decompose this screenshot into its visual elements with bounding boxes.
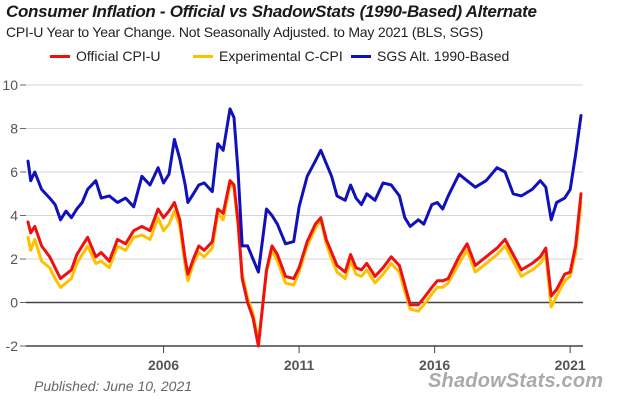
y-axis-ticks: 10 8 6 4 2 0 -2 (2, 77, 26, 354)
y-tick-label: 6 (10, 164, 18, 180)
y-tick-label: 8 (10, 121, 18, 137)
y-tick-label: -2 (6, 338, 19, 354)
legend-swatch-experimental-ccpi (193, 54, 213, 58)
series-line-official-cpi-u (26, 179, 583, 348)
x-tick-label: 2021 (555, 357, 586, 373)
x-tick-label: 2016 (419, 357, 450, 373)
legend-swatch-sgs-alt (351, 54, 371, 58)
series-line-experimental-c-cpi (26, 183, 583, 344)
x-tick-label: 2011 (284, 357, 315, 373)
x-axis: 2006 2011 2016 2021 (148, 346, 586, 373)
legend: Official CPI-U Experimental C-CPI SGS Al… (0, 48, 617, 68)
legend-label-experimental-ccpi: Experimental C-CPI (219, 48, 343, 64)
legend-item-experimental-ccpi: Experimental C-CPI (193, 48, 343, 64)
legend-item-official-cpi: Official CPI-U (50, 48, 161, 64)
legend-item-sgs-alt: SGS Alt. 1990-Based (351, 48, 509, 64)
y-tick-label: 10 (2, 77, 18, 93)
series-line-sgs-alt-1990 (26, 107, 583, 274)
y-tick-label: 4 (10, 208, 18, 224)
legend-swatch-official-cpi (50, 54, 70, 58)
legend-label-sgs-alt: SGS Alt. 1990-Based (377, 48, 510, 64)
x-tick-label: 2006 (148, 357, 179, 373)
y-tick-label: 0 (10, 295, 18, 311)
published-date: Published: June 10, 2021 (34, 378, 193, 394)
gridlines (26, 84, 583, 347)
brand-watermark: ShadowStats.com (428, 370, 604, 392)
chart-title: Consumer Inflation - Official vs ShadowS… (6, 2, 537, 21)
legend-label-official-cpi: Official CPI-U (76, 48, 161, 64)
y-tick-label: 2 (10, 251, 18, 267)
chart-subtitle: CPI-U Year to Year Change. Not Seasonall… (6, 24, 484, 40)
series-lines (26, 107, 583, 348)
